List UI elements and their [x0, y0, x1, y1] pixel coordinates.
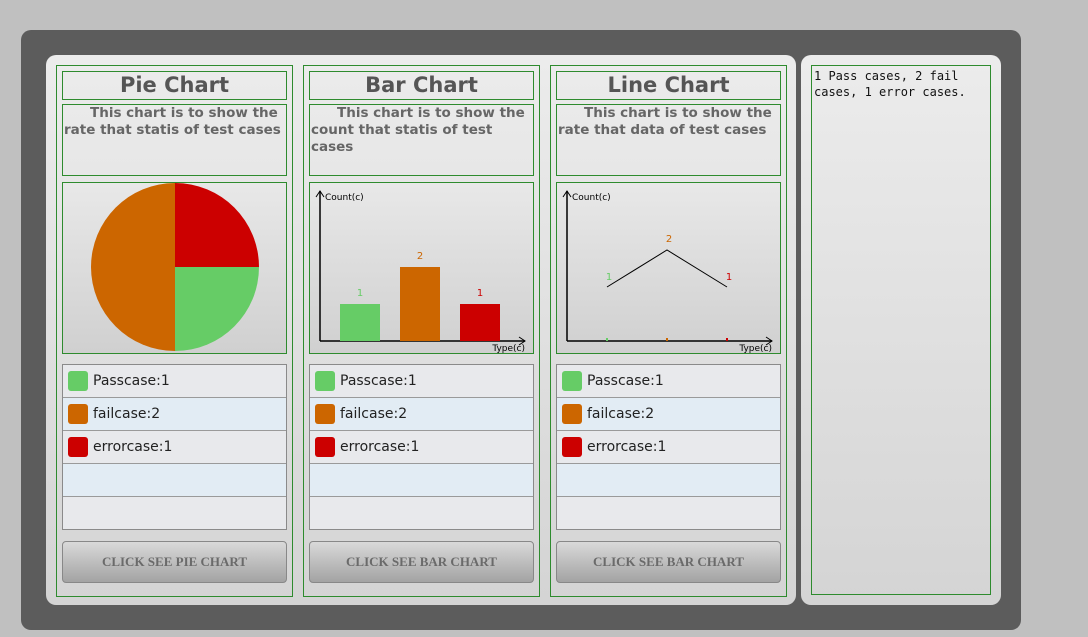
- legend-label: failcase:2: [340, 406, 408, 422]
- line-value-label: 2: [666, 234, 672, 245]
- bar-passcase: [340, 304, 380, 341]
- legend-empty-row: [557, 464, 780, 497]
- bar-x-arrow: [518, 336, 526, 346]
- bar-y-arrow: [315, 190, 325, 198]
- pie-chart-svg: [91, 183, 259, 351]
- line-value-label: 1: [726, 272, 732, 283]
- pass-swatch: [68, 371, 88, 391]
- summary-panel: [801, 55, 1001, 605]
- bar-chart-description: This chart is to show the count that sta…: [309, 104, 534, 176]
- legend-item: Passcase:1: [557, 365, 780, 398]
- legend-item: Passcase:1: [63, 365, 286, 398]
- see-bar-chart-button[interactable]: CLICK SEE BAR CHART: [309, 541, 534, 583]
- bar-legend: Passcase:1 failcase:2 errorcase:1: [309, 364, 534, 530]
- legend-item: failcase:2: [310, 398, 533, 431]
- line-x-label: Type(c): [738, 344, 772, 353]
- bar-failcase: [400, 267, 440, 341]
- line-y-arrow: [562, 190, 572, 198]
- pie-slice-errorcase: [175, 183, 259, 267]
- summary-text: 1 Pass cases, 2 fail cases, 1 error case…: [811, 65, 991, 595]
- legend-item: errorcase:1: [310, 431, 533, 464]
- legend-label: failcase:2: [587, 406, 655, 422]
- pass-swatch: [315, 371, 335, 391]
- line-chart-svg: Count(c) Type(c) 1 2 1: [562, 190, 773, 353]
- line-chart-description: This chart is to show the rate that data…: [556, 104, 781, 176]
- line-series: [606, 249, 728, 288]
- line-value-label: 1: [606, 272, 612, 283]
- legend-label: Passcase:1: [93, 373, 170, 389]
- pie-chart-description: This chart is to show the rate that stat…: [62, 104, 287, 176]
- pie-chart-column: Pie Chart This chart is to show the rate…: [56, 65, 293, 597]
- fail-swatch: [68, 404, 88, 424]
- legend-label: failcase:2: [93, 406, 161, 422]
- error-swatch: [315, 437, 335, 457]
- pie-chart-title: Pie Chart: [62, 71, 287, 100]
- line-chart: Count(c) Type(c) 1 2 1: [556, 182, 781, 354]
- legend-empty-row: [310, 464, 533, 497]
- pie-legend: Passcase:1 failcase:2 errorcase:1: [62, 364, 287, 530]
- bar-chart-column: Bar Chart This chart is to show the coun…: [303, 65, 540, 597]
- bar-value-label: 1: [357, 288, 363, 299]
- bar-chart-svg: Count(c) Type(c) 1 2 1: [315, 190, 526, 353]
- bar-chart-title: Bar Chart: [309, 71, 534, 100]
- pie-slice-passcase: [175, 267, 259, 351]
- bar-chart: Count(c) Type(c) 1 2 1: [309, 182, 534, 354]
- legend-empty-row: [557, 497, 780, 529]
- bar-x-label: Type(c): [491, 344, 525, 353]
- pass-swatch: [562, 371, 582, 391]
- legend-item: failcase:2: [557, 398, 780, 431]
- legend-item: failcase:2: [63, 398, 286, 431]
- line-chart-column: Line Chart This chart is to show the rat…: [550, 65, 787, 597]
- legend-label: errorcase:1: [93, 439, 173, 455]
- line-y-label: Count(c): [572, 193, 611, 203]
- fail-swatch: [562, 404, 582, 424]
- legend-label: errorcase:1: [587, 439, 667, 455]
- legend-empty-row: [63, 464, 286, 497]
- pie-slice-failcase: [91, 183, 175, 351]
- bar-y-label: Count(c): [325, 193, 364, 203]
- error-swatch: [562, 437, 582, 457]
- bar-errorcase: [460, 304, 500, 341]
- legend-item: errorcase:1: [557, 431, 780, 464]
- legend-label: errorcase:1: [340, 439, 420, 455]
- see-pie-chart-button[interactable]: CLICK SEE PIE CHART: [62, 541, 287, 583]
- error-swatch: [68, 437, 88, 457]
- line-x-arrow: [765, 336, 773, 346]
- legend-item: errorcase:1: [63, 431, 286, 464]
- legend-label: Passcase:1: [587, 373, 664, 389]
- see-line-chart-button[interactable]: CLICK SEE BAR CHART: [556, 541, 781, 583]
- legend-item: Passcase:1: [310, 365, 533, 398]
- legend-empty-row: [63, 497, 286, 529]
- bar-value-label: 1: [477, 288, 483, 299]
- line-chart-title: Line Chart: [556, 71, 781, 100]
- line-legend: Passcase:1 failcase:2 errorcase:1: [556, 364, 781, 530]
- fail-swatch: [315, 404, 335, 424]
- pie-chart: [62, 182, 287, 354]
- legend-label: Passcase:1: [340, 373, 417, 389]
- legend-empty-row: [310, 497, 533, 529]
- bar-value-label: 2: [417, 251, 423, 262]
